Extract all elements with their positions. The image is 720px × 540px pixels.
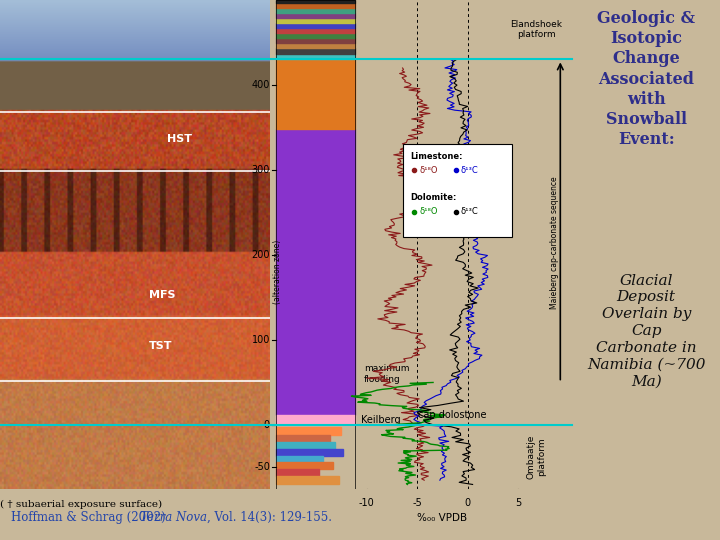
Bar [276, 28, 355, 33]
Bar [276, 3, 355, 8]
Bar [276, 18, 355, 23]
Text: 100: 100 [251, 335, 270, 345]
Text: Geologic &
Isotopic
Change
Associated
with
Snowball
Event:: Geologic & Isotopic Change Associated wi… [597, 10, 696, 148]
Bar [276, 43, 355, 49]
Text: δ¹³C: δ¹³C [461, 207, 478, 217]
Text: TST: TST [148, 341, 172, 352]
Text: Keilberg: Keilberg [361, 415, 400, 425]
Bar [276, 13, 355, 18]
Text: %₀₀ VPDB: %₀₀ VPDB [418, 513, 467, 523]
Bar [276, 38, 355, 43]
Text: Ombaatje
platform: Ombaatje platform [526, 435, 546, 479]
Bar [276, 469, 319, 476]
Bar [276, 0, 355, 489]
Text: Hoffman & Schrag (2002): Hoffman & Schrag (2002) [11, 511, 169, 524]
Text: 5: 5 [515, 498, 521, 509]
Text: , Vol. 14(3): 129-155.: , Vol. 14(3): 129-155. [207, 511, 333, 524]
Bar [276, 49, 355, 53]
Bar [276, 456, 323, 462]
Bar [276, 415, 355, 425]
Text: 300: 300 [251, 165, 270, 175]
Text: cap dolostone: cap dolostone [418, 410, 487, 420]
Text: -50: -50 [254, 462, 270, 472]
Bar [276, 59, 355, 129]
Bar [276, 462, 333, 469]
Bar [276, 449, 343, 456]
Text: MFS: MFS [148, 290, 175, 300]
Bar [276, 33, 355, 38]
Text: ( † subaerial exposure surface): ( † subaerial exposure surface) [0, 501, 162, 509]
Text: HST: HST [167, 134, 192, 144]
Bar [276, 0, 355, 3]
Text: 0: 0 [464, 498, 471, 509]
Text: 0: 0 [264, 420, 270, 430]
Text: δ¹⁸O: δ¹⁸O [419, 207, 438, 217]
Text: Maieberg cap-carbonate sequence: Maieberg cap-carbonate sequence [550, 176, 559, 308]
Bar [276, 476, 339, 484]
Bar [276, 442, 335, 449]
Bar [276, 435, 330, 442]
Text: 400: 400 [251, 80, 270, 90]
Bar [276, 427, 341, 435]
Bar [276, 53, 355, 59]
Text: 200: 200 [251, 250, 270, 260]
Bar [403, 145, 512, 238]
Text: δ¹⁸O: δ¹⁸O [419, 166, 438, 175]
Bar [276, 23, 355, 28]
Text: Glacial
Deposit
Overlain by
Cap
Carbonate in
Namibia (~700
Ma): Glacial Deposit Overlain by Cap Carbonat… [587, 274, 706, 388]
Text: Terra Nova: Terra Nova [140, 511, 207, 524]
Text: δ¹³C: δ¹³C [461, 166, 478, 175]
Text: Elandshoek
platform: Elandshoek platform [510, 20, 562, 39]
Bar [276, 8, 355, 13]
Text: maximum
flooding: maximum flooding [364, 364, 409, 383]
Text: Limestone:: Limestone: [410, 152, 463, 161]
Text: -5: -5 [413, 498, 422, 509]
Text: (alteration zone): (alteration zone) [273, 240, 282, 304]
Text: Dolomite:: Dolomite: [410, 193, 457, 202]
Text: -10: -10 [359, 498, 374, 509]
Bar [276, 129, 355, 415]
